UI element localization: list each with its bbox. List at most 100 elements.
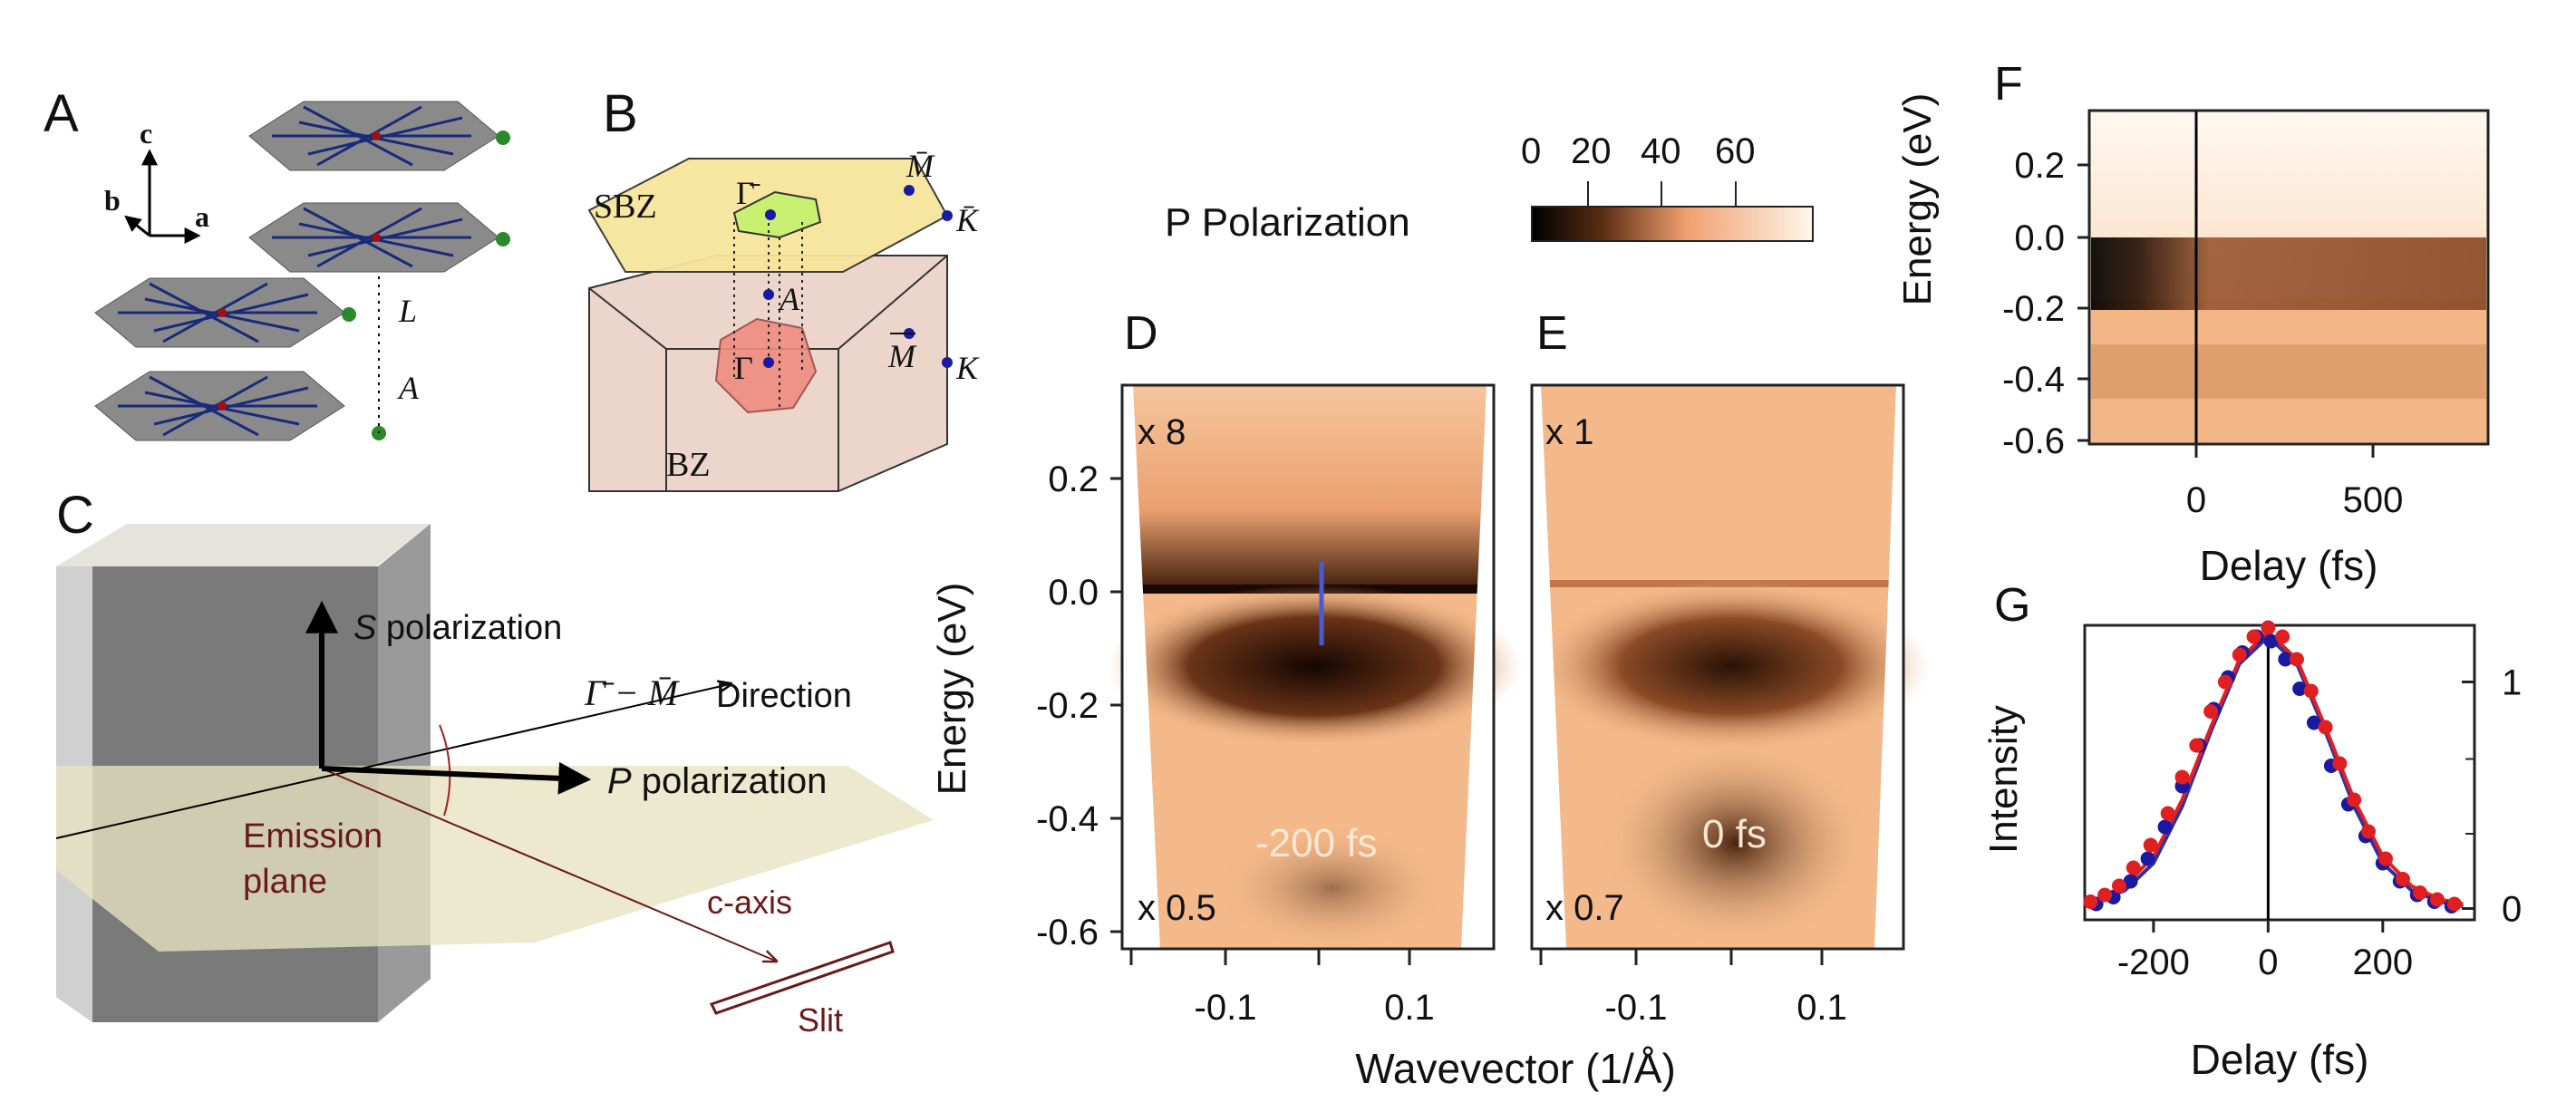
f-ytick-neg0.4: -0.4 xyxy=(2002,360,2065,400)
g-blue-point xyxy=(2278,652,2293,667)
d-delay-label: -200 fs xyxy=(1255,821,1378,865)
f-xtick-0: 0 xyxy=(2186,480,2206,520)
panel-label-a: A xyxy=(44,84,79,143)
kagome-layer-1 xyxy=(248,101,510,171)
f-xtick-500: 500 xyxy=(2343,480,2404,520)
g-blue-point xyxy=(2292,682,2308,696)
plane-label: plane xyxy=(243,863,327,901)
axis-c-label: c xyxy=(140,117,152,150)
p-polarization-arrow xyxy=(321,761,592,795)
s-polarization-label: S polarization xyxy=(353,609,562,647)
de-ytick-neg0.2: -0.2 xyxy=(1036,686,1099,726)
panel-label-b: B xyxy=(603,84,638,143)
panel-b: B SBZ BZ Γ̄ M̄ K̄ A Γ M K xyxy=(587,84,980,492)
g-blue-fit-curve xyxy=(2095,633,2464,908)
d-upper-region xyxy=(1124,388,1491,592)
g-xtick-label: 0 xyxy=(2258,942,2278,982)
g-xtick-label: 200 xyxy=(2352,942,2413,982)
point-gamma-label: Γ xyxy=(734,350,753,386)
panel-d: D x 8 x 0.5 -200 fs xyxy=(1106,307,1523,952)
g-blue-point xyxy=(2306,715,2321,730)
slit-shape xyxy=(709,941,895,1015)
e-xtick-neg0.1: -0.1 xyxy=(1605,988,1668,1028)
gamma-m-label: Γ̄ − M̄ xyxy=(584,672,681,713)
gamma-m-direction-arrow xyxy=(55,684,730,839)
symmetry-points xyxy=(763,185,953,368)
panel-g: G -200 0 200 1 0 Intensity Delay (fs) xyxy=(1981,579,2522,1083)
de-ytick-neg0.6: -0.6 xyxy=(1036,913,1099,952)
colorbar: P Polarization 0 20 40 60 xyxy=(1165,131,1814,245)
bz-label: BZ xyxy=(666,446,711,484)
g-red-point xyxy=(2126,860,2141,875)
g-red-point xyxy=(2203,704,2219,719)
f-ytick-neg0.2: -0.2 xyxy=(2002,289,2065,329)
e-delay-label: 0 fs xyxy=(1702,812,1767,856)
panel-label-c: C xyxy=(56,486,94,545)
kagome-layer-3 xyxy=(94,277,356,348)
panel-a: A c b a xyxy=(44,84,510,441)
g-plot-area xyxy=(2083,624,2476,922)
g-red-point xyxy=(2160,806,2175,821)
f-ytick-neg0.6: -0.6 xyxy=(2002,421,2065,461)
panel-c: C S polarization P polarization Γ̄ − M̄ … xyxy=(55,486,934,1039)
g-red-point xyxy=(2143,837,2158,853)
c-axis-label: c-axis xyxy=(707,884,792,921)
g-blue-point xyxy=(2263,633,2279,649)
d-scale-bottom: x 0.5 xyxy=(1138,888,1216,928)
g-blue-point xyxy=(2140,851,2155,866)
label-L: L xyxy=(398,293,417,329)
panel-label-g: G xyxy=(1994,579,2030,632)
crystal-axes xyxy=(124,149,201,244)
colorbar-tick-0: 0 xyxy=(1521,131,1541,171)
emission-label: Emission xyxy=(243,817,383,856)
label-A: A xyxy=(397,370,420,406)
g-red-point xyxy=(2446,896,2462,912)
g-red-point xyxy=(2217,674,2232,690)
f-xlabel: Delay (fs) xyxy=(2200,542,2378,589)
g-ytick-label: 1 xyxy=(2502,663,2522,703)
slit-label: Slit xyxy=(798,1001,843,1039)
de-ylabel: Energy (eV) xyxy=(930,583,974,796)
g-blue-point xyxy=(2123,874,2138,889)
sbz-label: SBZ xyxy=(594,188,657,226)
g-chart-marks: -200 0 200 1 0 xyxy=(2083,620,2522,982)
f-ylabel: Energy (eV) xyxy=(1895,93,1940,306)
kagome-layer-2 xyxy=(248,202,510,273)
colorbar-tick-60: 60 xyxy=(1715,131,1756,171)
e-scale-bottom: x 0.7 xyxy=(1545,888,1624,928)
g-red-point xyxy=(2377,851,2393,866)
g-red-point xyxy=(2097,887,2113,903)
g-ylabel: Intensity xyxy=(1981,705,2026,854)
colorbar-gradient xyxy=(1531,206,1814,242)
panel-label-e: E xyxy=(1536,307,1568,360)
d-xtick-0.1: 0.1 xyxy=(1384,988,1435,1028)
p-polarization-label: P polarization xyxy=(607,761,827,801)
direction-label: Direction xyxy=(716,677,852,715)
g-xtick-label: -200 xyxy=(2117,942,2190,982)
colorbar-title: P Polarization xyxy=(1165,200,1410,245)
g-red-point xyxy=(2347,792,2362,807)
de-axes: 0.2 0.0 -0.2 -0.4 -0.6 -0.1 0.1 -0.1 0.1… xyxy=(930,459,1847,1092)
g-red-point xyxy=(2412,885,2427,900)
g-red-point xyxy=(2395,872,2410,886)
emission-plane xyxy=(56,766,934,952)
de-xlabel: Wavevector (1/Å) xyxy=(1355,1045,1676,1092)
point-A-label: A xyxy=(778,281,800,317)
e-xtick-0.1: 0.1 xyxy=(1796,988,1847,1028)
g-ytick-label: 0 xyxy=(2502,890,2522,930)
slab-top xyxy=(56,524,431,566)
e-band xyxy=(1532,580,1931,752)
axis-b-label: b xyxy=(104,184,121,217)
f-ytick-0.2: 0.2 xyxy=(2014,146,2065,186)
point-K-label: K xyxy=(955,350,980,386)
kagome-layer-4 xyxy=(94,371,386,441)
g-red-point xyxy=(2429,892,2445,907)
g-xlabel: Delay (fs) xyxy=(2191,1036,2369,1083)
panel-label-d: D xyxy=(1124,307,1158,360)
g-blue-point xyxy=(2157,819,2173,835)
g-red-point xyxy=(2189,738,2204,753)
g-red-point xyxy=(2232,647,2247,662)
axis-a-label: a xyxy=(195,200,209,233)
g-red-point xyxy=(2083,894,2098,909)
